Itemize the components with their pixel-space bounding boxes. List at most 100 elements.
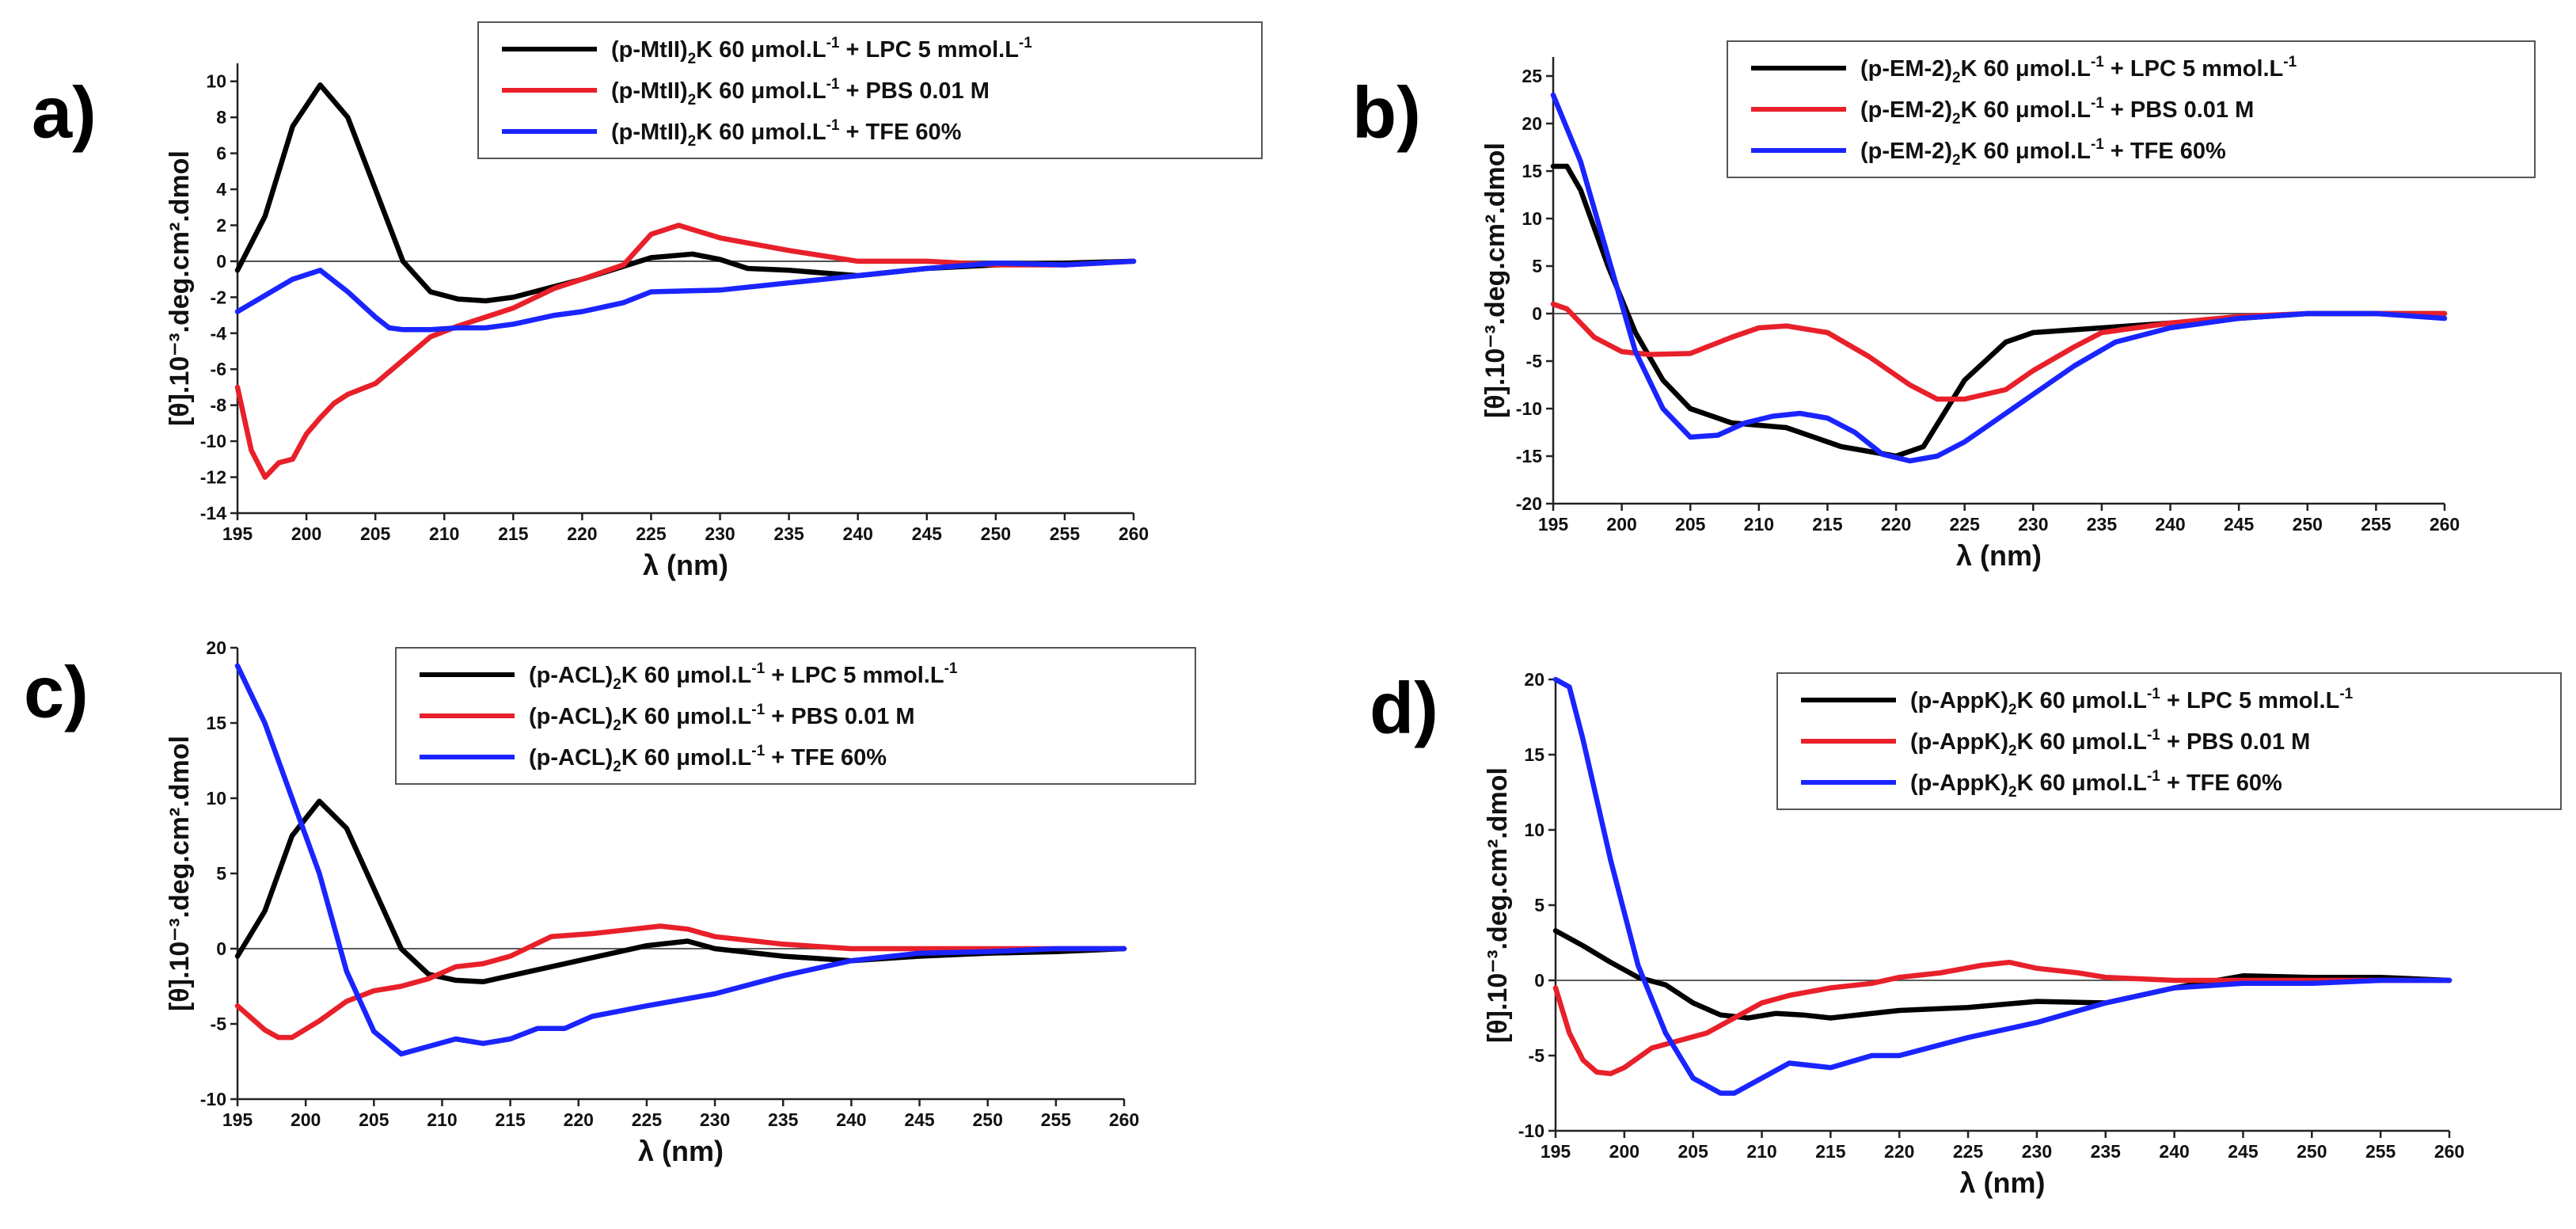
x-tick-label-a: 215 — [498, 523, 529, 544]
series-line-b-1 — [1550, 301, 2448, 402]
y-tick-label-d: 5 — [1534, 895, 1544, 915]
y-tick-label-d: 10 — [1524, 820, 1544, 840]
x-tick-label-d: 235 — [2091, 1141, 2122, 1162]
legend-subscript: 2 — [2008, 784, 2017, 801]
x-tick-label-b: 250 — [2293, 514, 2323, 535]
y-tick-label-c: 5 — [216, 863, 226, 884]
x-tick-label-a: 250 — [981, 523, 1011, 544]
series-line-a-1 — [234, 223, 1137, 480]
y-tick-label-b: 5 — [1532, 256, 1542, 276]
legend-suffix: K 60 μmol.L — [621, 745, 751, 771]
x-tick-label-d: 210 — [1746, 1141, 1776, 1162]
legend-tail: + TFE 60% — [765, 745, 887, 771]
legend-entry-b-2: (p-EM-2)2K 60 μmol.L-1 + TFE 60% — [1860, 136, 2226, 169]
legend-entry-b-0: (p-EM-2)2K 60 μmol.L-1 + LPC 5 mmol.L-1 — [1860, 54, 2297, 86]
legend-suffix: K 60 μmol.L — [1961, 139, 2091, 164]
panel-label-d: d) — [1370, 668, 1438, 749]
legend-tail: + LPC 5 mmol.L — [2104, 56, 2283, 82]
y-tick-label-b: 20 — [1522, 113, 1542, 134]
x-tick-label-d: 195 — [1541, 1141, 1571, 1162]
legend-tail: + LPC 5 mmol.L — [840, 37, 1019, 63]
x-tick-label-c: 205 — [359, 1109, 389, 1130]
legend-subscript: 2 — [613, 717, 621, 734]
x-tick-label-a: 240 — [843, 523, 873, 544]
x-tick-label-c: 250 — [973, 1109, 1003, 1130]
legend-suffix: K 60 μmol.L — [2017, 729, 2147, 755]
x-tick-label-b: 235 — [2087, 514, 2118, 535]
legend-subscript: 2 — [613, 676, 621, 693]
legend-superscript: -1 — [2147, 686, 2160, 702]
x-axis-label-c: λ (nm) — [638, 1135, 724, 1167]
y-tick-label-b: -10 — [1516, 398, 1542, 419]
y-axis-label-b: [θ].10⁻³.deg.cm².dmol — [1480, 143, 1510, 418]
legend-tail-superscript: -1 — [2283, 54, 2297, 70]
legend-suffix: K 60 μmol.L — [1961, 56, 2091, 82]
x-tick-label-a: 195 — [222, 523, 253, 544]
y-tick-label-b: 25 — [1522, 66, 1542, 86]
x-tick-label-b: 255 — [2361, 514, 2392, 535]
y-tick-label-a: -6 — [211, 359, 226, 379]
legend-prefix: (p-AppK) — [1910, 729, 2008, 755]
y-tick-label-b: 0 — [1532, 303, 1542, 324]
legend-suffix: K 60 μmol.L — [2017, 688, 2147, 713]
legend-suffix: K 60 μmol.L — [2017, 771, 2147, 796]
legend-superscript: -1 — [751, 660, 765, 677]
x-tick-label-c: 200 — [291, 1109, 321, 1130]
legend-tail-superscript: -1 — [944, 660, 958, 677]
x-tick-label-d: 255 — [2365, 1141, 2396, 1162]
y-tick-label-c: 20 — [206, 637, 226, 658]
x-tick-label-c: 235 — [768, 1109, 799, 1130]
y-tick-label-a: -8 — [211, 395, 227, 416]
legend-entry-d-1: (p-AppK)2K 60 μmol.L-1 + PBS 0.01 M — [1910, 727, 2310, 759]
x-tick-label-d: 220 — [1884, 1141, 1914, 1162]
x-tick-label-a: 200 — [291, 523, 321, 544]
y-tick-label-c: -5 — [211, 1014, 227, 1034]
legend-superscript: -1 — [2091, 136, 2104, 153]
x-tick-label-d: 215 — [1815, 1141, 1846, 1162]
x-tick-label-d: 225 — [1953, 1141, 1984, 1162]
y-tick-label-d: -10 — [1518, 1121, 1544, 1141]
x-tick-label-c: 225 — [632, 1109, 663, 1130]
legend-entry-a-2: (p-MtII)2K 60 μmol.L-1 + TFE 60% — [611, 117, 962, 150]
legend-box-a — [477, 21, 1263, 159]
y-tick-label-b: -5 — [1526, 351, 1543, 371]
y-tick-label-a: -2 — [211, 287, 226, 307]
legend-entry-c-1: (p-ACL)2K 60 μmol.L-1 + PBS 0.01 M — [529, 702, 915, 734]
legend-superscript: -1 — [2147, 727, 2160, 744]
x-axis-label-a: λ (nm) — [643, 549, 728, 581]
legend-suffix: K 60 μmol.L — [621, 663, 751, 688]
x-tick-label-b: 195 — [1538, 514, 1569, 535]
x-tick-label-a: 220 — [567, 523, 597, 544]
series-line-c-1 — [234, 923, 1127, 1041]
legend-suffix: K 60 μmol.L — [621, 704, 751, 729]
legend-prefix: (p-AppK) — [1910, 771, 2008, 796]
legend-entry-d-0: (p-AppK)2K 60 μmol.L-1 + LPC 5 mmol.L-1 — [1910, 686, 2354, 718]
x-tick-label-b: 245 — [2224, 514, 2255, 535]
series-line-b-2 — [1550, 92, 2448, 464]
x-tick-label-c: 195 — [222, 1109, 253, 1130]
y-axis-label-c: [θ].10⁻³.deg.cm².dmol — [165, 736, 195, 1011]
legend-entry-d-2: (p-AppK)2K 60 μmol.L-1 + TFE 60% — [1910, 768, 2282, 801]
series-line-d-1 — [1552, 959, 2453, 1077]
x-tick-label-a: 235 — [773, 523, 804, 544]
legend-box-b — [1727, 40, 2536, 178]
series-line-d-0 — [1552, 928, 2453, 1021]
legend-superscript: -1 — [826, 117, 840, 134]
x-tick-label-d: 245 — [2228, 1141, 2259, 1162]
panel-label-a: a) — [32, 73, 97, 154]
x-axis-label-d: λ (nm) — [1960, 1166, 2046, 1199]
x-tick-label-a: 205 — [360, 523, 391, 544]
x-tick-label-d: 205 — [1678, 1141, 1709, 1162]
y-tick-label-b: -15 — [1516, 446, 1542, 466]
chart-panel-d: d) -10 -5 0 5 10 15 20 195 200 205 210 215 220 225 230 2… — [1370, 668, 2562, 1199]
y-tick-label-d: -5 — [1529, 1045, 1545, 1066]
legend-prefix: (p-MtII) — [611, 78, 688, 104]
legend-superscript: -1 — [2091, 54, 2104, 70]
x-tick-label-a: 230 — [705, 523, 735, 544]
x-tick-label-b: 200 — [1606, 514, 1636, 535]
y-tick-label-a: -12 — [200, 467, 226, 488]
legend-suffix: K 60 μmol.L — [696, 37, 826, 63]
legend-subscript: 2 — [613, 759, 621, 775]
